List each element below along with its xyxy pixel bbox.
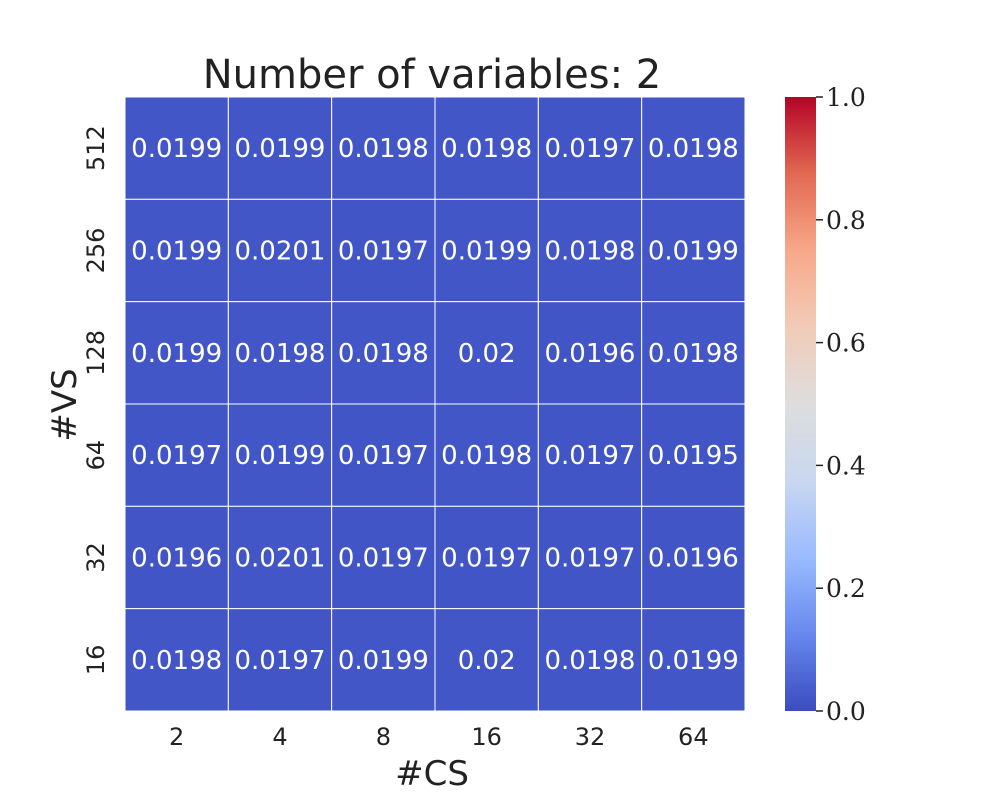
cell-value-label: 0.0199 bbox=[235, 441, 326, 471]
colorbar-ticks: 0.0 0.2 0.4 0.6 0.8 1.0 bbox=[816, 83, 866, 726]
heatmap-cell bbox=[227, 96, 333, 200]
colorbar-tick-label: 0.6 bbox=[826, 329, 866, 358]
y-axis-ticks: 512 256 128 64 32 16 bbox=[82, 125, 110, 675]
x-tick-label: 32 bbox=[575, 723, 606, 751]
cell-value-label: 0.0199 bbox=[131, 339, 222, 369]
heatmap-cell bbox=[641, 198, 746, 303]
cell-value-label: 0.0197 bbox=[545, 134, 636, 164]
heatmap-cell bbox=[124, 96, 229, 200]
y-axis-label: #VS bbox=[45, 368, 85, 441]
cell-value-label: 0.02 bbox=[458, 339, 516, 369]
heatmap-cell bbox=[434, 198, 539, 303]
colorbar-tick-label: 0.2 bbox=[826, 574, 866, 603]
cell-value-label: 0.0197 bbox=[545, 441, 636, 471]
cell-value-label: 0.0199 bbox=[441, 237, 532, 267]
heatmap-cell-labels: 0.0199 0.0199 0.0198 0.0198 0.0197 0.0198 0.01… bbox=[131, 134, 739, 676]
x-tick-label: 64 bbox=[678, 723, 709, 751]
heatmap-cell bbox=[641, 505, 746, 610]
heatmap-cell bbox=[537, 505, 643, 610]
heatmap-cell bbox=[537, 96, 643, 200]
colorbar-tick-label: 1.0 bbox=[826, 83, 866, 112]
heatmap-cell bbox=[124, 608, 229, 712]
heatmap-cell bbox=[641, 301, 746, 405]
heatmap-cell bbox=[537, 608, 643, 712]
chart-title: Number of variables: 2 bbox=[203, 52, 662, 98]
y-tick-label: 512 bbox=[82, 125, 110, 171]
heatmap-cell bbox=[331, 403, 436, 507]
x-axis-label: #CS bbox=[395, 754, 469, 794]
cell-value-label: 0.0197 bbox=[441, 544, 532, 574]
cell-value-label: 0.0197 bbox=[545, 544, 636, 574]
heatmap-cell bbox=[331, 96, 436, 200]
heatmap-cell bbox=[124, 403, 229, 507]
colorbar-tick-label: 0.0 bbox=[826, 697, 866, 726]
cell-value-label: 0.0196 bbox=[131, 544, 222, 574]
cell-value-label: 0.0199 bbox=[648, 237, 739, 267]
cell-value-label: 0.0198 bbox=[338, 339, 429, 369]
heatmap-cell bbox=[124, 301, 229, 405]
heatmap-cell bbox=[641, 403, 746, 507]
y-tick-label: 32 bbox=[82, 542, 110, 573]
cell-value-label: 0.0198 bbox=[648, 339, 739, 369]
heatmap-cell bbox=[331, 505, 436, 610]
x-tick-label: 8 bbox=[376, 723, 391, 751]
cell-value-label: 0.0198 bbox=[545, 646, 636, 676]
cell-value-label: 0.0198 bbox=[648, 134, 739, 164]
heatmap-cell bbox=[227, 301, 333, 405]
colorbar bbox=[785, 97, 816, 711]
cell-value-label: 0.02 bbox=[458, 646, 516, 676]
cell-value-label: 0.0197 bbox=[235, 646, 326, 676]
cell-value-label: 0.0198 bbox=[131, 646, 222, 676]
cell-value-label: 0.0195 bbox=[648, 441, 739, 471]
x-tick-label: 2 bbox=[169, 723, 184, 751]
cell-value-label: 0.0197 bbox=[338, 441, 429, 471]
heatmap-cell bbox=[434, 301, 539, 405]
cell-value-label: 0.0199 bbox=[131, 237, 222, 267]
cell-value-label: 0.0201 bbox=[235, 544, 326, 574]
heatmap-cell bbox=[537, 301, 643, 405]
heatmap-cell bbox=[641, 96, 746, 200]
y-tick-label: 128 bbox=[82, 330, 110, 376]
cell-value-label: 0.0197 bbox=[338, 544, 429, 574]
heatmap-cell bbox=[434, 403, 539, 507]
heatmap-cell bbox=[227, 403, 333, 507]
colorbar-tick-label: 0.8 bbox=[826, 206, 866, 235]
heatmap-cell bbox=[434, 96, 539, 200]
x-tick-label: 4 bbox=[272, 723, 287, 751]
heatmap-cell bbox=[434, 505, 539, 610]
heatmap-cell bbox=[537, 403, 643, 507]
cell-value-label: 0.0199 bbox=[235, 134, 326, 164]
cell-value-label: 0.0199 bbox=[648, 646, 739, 676]
y-tick-label: 64 bbox=[82, 440, 110, 471]
heatmap-cell bbox=[124, 505, 229, 610]
cell-value-label: 0.0196 bbox=[648, 544, 739, 574]
cell-value-label: 0.0197 bbox=[131, 441, 222, 471]
x-tick-label: 16 bbox=[471, 723, 502, 751]
heatmap-cell bbox=[227, 198, 333, 303]
y-tick-label: 256 bbox=[82, 228, 110, 274]
cell-value-label: 0.0198 bbox=[338, 134, 429, 164]
heatmap-cell bbox=[434, 608, 539, 712]
cell-value-label: 0.0198 bbox=[235, 339, 326, 369]
cell-value-label: 0.0197 bbox=[338, 237, 429, 267]
heatmap-cell bbox=[641, 608, 746, 712]
y-tick-label: 16 bbox=[82, 645, 110, 676]
heatmap-cells bbox=[124, 96, 746, 712]
cell-value-label: 0.0201 bbox=[235, 237, 326, 267]
colorbar-gradient bbox=[785, 97, 816, 711]
cell-value-label: 0.0199 bbox=[338, 646, 429, 676]
heatmap-cell bbox=[331, 301, 436, 405]
cell-value-label: 0.0196 bbox=[545, 339, 636, 369]
cell-value-label: 0.0198 bbox=[441, 134, 532, 164]
cell-value-label: 0.0198 bbox=[545, 237, 636, 267]
colorbar-tick-label: 0.4 bbox=[826, 451, 866, 480]
x-axis-ticks: 2 4 8 16 32 64 bbox=[169, 723, 709, 751]
cell-value-label: 0.0198 bbox=[441, 441, 532, 471]
cell-value-label: 0.0199 bbox=[131, 134, 222, 164]
